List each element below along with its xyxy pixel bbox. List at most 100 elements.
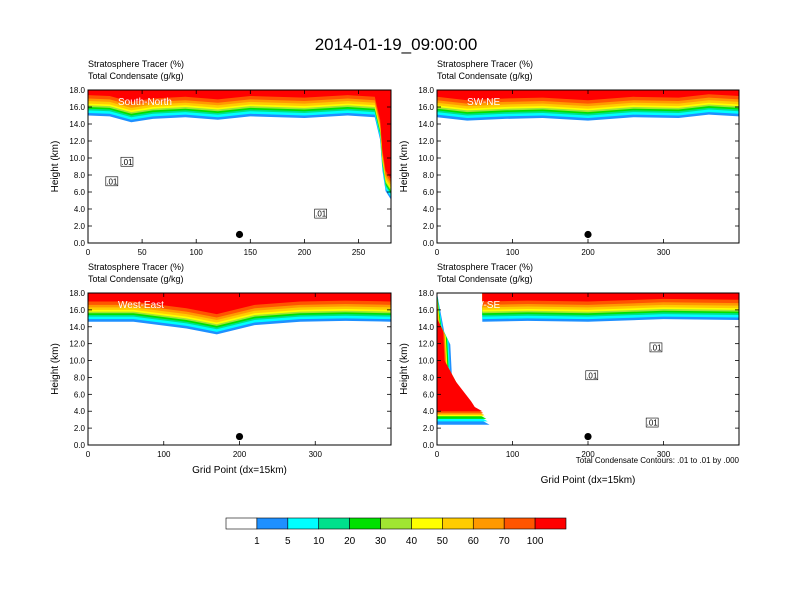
x-tick-label: 300: [657, 248, 671, 257]
y-tick-label: 14.0: [418, 120, 434, 129]
condensate-label: Total Condensate (g/kg): [88, 71, 184, 81]
x-tick-label: 0: [435, 248, 440, 257]
y-tick-label: 16.0: [418, 306, 434, 315]
y-tick-label: 0.0: [74, 441, 86, 450]
tracer-band: [88, 90, 391, 200]
colorbar-swatch: [442, 517, 474, 530]
y-tick-label: 12.0: [69, 340, 85, 349]
panel-name: South-North: [118, 97, 172, 108]
y-tick-label: 2.0: [74, 424, 86, 433]
colorbar-level-label: 1: [254, 536, 260, 547]
colorbar-level-label: 60: [468, 536, 480, 547]
contour-label: .01: [106, 177, 118, 186]
tracer-field: [437, 293, 739, 445]
contour-label: .01: [315, 210, 327, 219]
colorbar-swatch: [225, 517, 258, 530]
colorbar-swatch: [534, 517, 567, 530]
y-tick-label: 2.0: [423, 222, 435, 231]
y-tick-label: 4.0: [423, 205, 435, 214]
location-marker: [235, 432, 244, 441]
y-tick-label: 10.0: [418, 154, 434, 163]
y-tick-label: 8.0: [423, 373, 435, 382]
y-axis-label: Height (km): [399, 343, 410, 395]
y-tick-label: 18.0: [69, 86, 85, 95]
colorbar-swatch: [349, 517, 381, 530]
y-tick-label: 8.0: [423, 171, 435, 180]
colorbar-swatch: [287, 517, 320, 530]
x-tick-label: 50: [138, 248, 147, 257]
colorbar-swatch: [411, 517, 443, 530]
y-tick-label: 14.0: [69, 323, 85, 332]
colorbar: 1 5 10 20 30 40 50 60 70 100: [225, 517, 567, 547]
panel-name: NW-SE: [467, 300, 500, 311]
panel-nw-se: .01 .01 .01 0.0 2.0 4.0 6.0 8.0 10.0 12.0 14.0 16.0…: [399, 262, 740, 486]
colorbar-swatch: [318, 517, 350, 530]
x-tick-label: 100: [190, 248, 204, 257]
x-axis-label: Grid Point (dx=15km): [192, 465, 287, 476]
y-tick-label: 6.0: [74, 390, 86, 399]
colorbar-level-label: 20: [344, 536, 356, 547]
tracer-field: [88, 90, 391, 243]
panel-sw-ne: 0.0 2.0 4.0 6.0 8.0 10.0 12.0 14.0 16.0 18.0 0 100 2…: [399, 59, 740, 257]
contour-label-box: [120, 156, 134, 167]
y-tick-label: 2.0: [74, 222, 86, 231]
x-tick-label: 100: [506, 450, 520, 459]
condensate-label: Total Condensate (g/kg): [437, 274, 533, 284]
x-tick-label: 300: [309, 450, 323, 459]
location-marker: [584, 230, 592, 239]
y-tick-label: 12.0: [418, 137, 434, 146]
y-tick-label: 12.0: [418, 340, 434, 349]
location-marker: [235, 230, 244, 239]
panel-name: West-East: [118, 300, 164, 311]
y-tick-label: 10.0: [418, 357, 434, 366]
y-tick-label: 6.0: [423, 188, 435, 197]
tracer-label: Stratosphere Tracer (%): [88, 262, 184, 272]
panel-name: SW-NE: [467, 97, 500, 108]
y-tick-label: 4.0: [423, 407, 435, 416]
contour-label: .01: [586, 371, 598, 380]
y-tick-label: 8.0: [74, 171, 86, 180]
panels: .01 .01 .01 0.0 2.0 4.0 6.0 8.0 10.0 12.0 14.0 16.0…: [50, 59, 740, 486]
plot-frame: [87, 89, 392, 244]
colorbar-level-label: 50: [437, 536, 449, 547]
contour-label: .01: [647, 419, 659, 428]
x-tick-label: 100: [157, 450, 171, 459]
contour-label-box: [585, 370, 599, 381]
contour-label: .01: [650, 343, 662, 352]
y-axis-label: Height (km): [399, 141, 410, 193]
tracer-band: [88, 293, 391, 315]
x-tick-label: 300: [657, 450, 671, 459]
y-tick-label: 2.0: [423, 424, 435, 433]
y-axis-label: Height (km): [50, 141, 61, 193]
y-tick-label: 10.0: [69, 154, 85, 163]
x-tick-label: 0: [435, 450, 440, 459]
y-tick-label: 16.0: [69, 103, 85, 112]
x-tick-label: 150: [244, 248, 258, 257]
x-axis-label: Grid Point (dx=15km): [541, 475, 636, 486]
y-tick-label: 14.0: [69, 120, 85, 129]
panel-south-north: .01 .01 .01 0.0 2.0 4.0 6.0 8.0 10.0 12.0 14.0 16.0…: [50, 59, 392, 257]
tracer-field: [88, 293, 391, 445]
x-tick-label: 0: [86, 450, 91, 459]
y-tick-label: 4.0: [74, 205, 86, 214]
colorbar-swatch: [256, 517, 289, 530]
tracer-label: Stratosphere Tracer (%): [437, 59, 533, 69]
tracer-intrusion: [437, 293, 483, 412]
colorbar-swatch: [380, 517, 412, 530]
colorbar-level-label: 5: [285, 536, 291, 547]
colorbar-swatch: [472, 517, 505, 530]
y-tick-label: 8.0: [74, 373, 86, 382]
x-tick-label: 100: [506, 248, 520, 257]
y-tick-label: 18.0: [69, 289, 85, 298]
y-tick-label: 6.0: [74, 188, 86, 197]
y-tick-label: 0.0: [74, 239, 86, 248]
y-tick-label: 18.0: [418, 289, 434, 298]
x-tick-label: 0: [86, 248, 91, 257]
y-tick-label: 16.0: [418, 103, 434, 112]
y-tick-label: 10.0: [69, 357, 85, 366]
y-tick-label: 18.0: [418, 86, 434, 95]
tracer-field: [437, 90, 739, 243]
figure-title: 2014-01-19_09:00:00: [315, 35, 478, 54]
y-tick-label: 0.0: [423, 239, 435, 248]
